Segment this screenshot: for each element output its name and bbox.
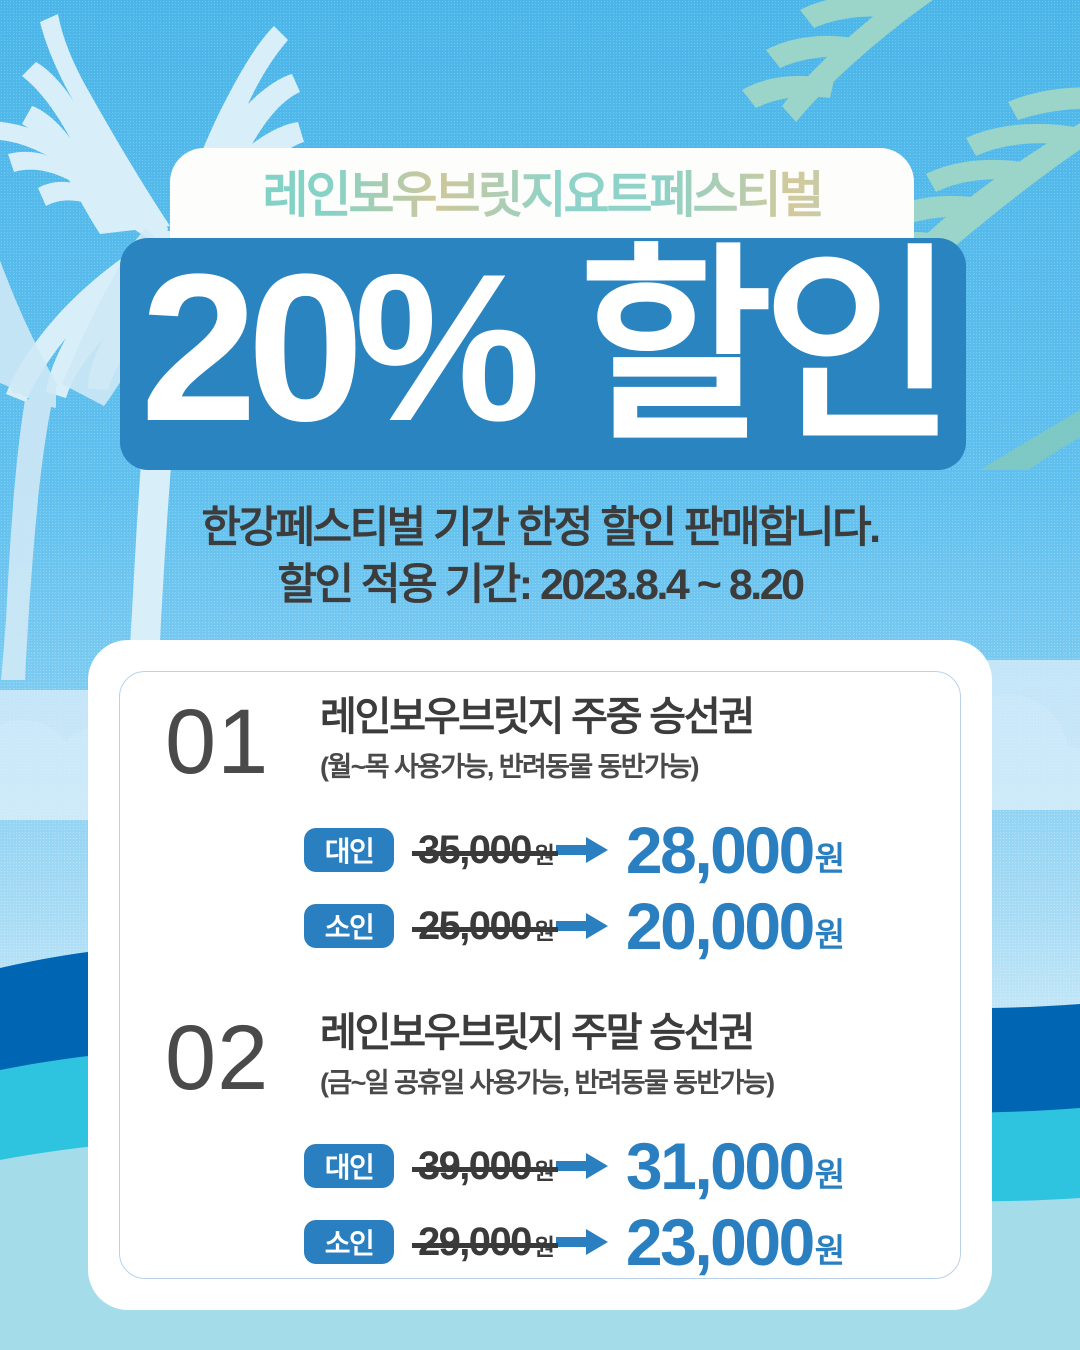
ticket-title: 레인보우브릿지 주중 승선권 — [320, 695, 755, 739]
discounted-price-group: 20,000 원 — [625, 888, 845, 963]
discounted-price-unit: 원 — [814, 840, 845, 878]
ticket-price-card: 01 레인보우브릿지 주중 승선권 (월~목 사용가능, 반려동물 동반가능) … — [88, 640, 992, 1310]
price-row: 소인 25,000 원 20,000 원 — [120, 888, 960, 964]
price-row: 소인 29,000 원 23,000 원 — [120, 1204, 960, 1280]
original-price-group: 25,000 원 — [412, 906, 558, 946]
subtitle-line-1: 한강페스티벌 기간 한정 할인 판매합니다. — [201, 504, 881, 552]
price-row: 대인 35,000 원 28,000 원 — [120, 812, 960, 888]
discounted-price-unit: 원 — [814, 1156, 845, 1194]
discounted-price-group: 28,000 원 — [625, 812, 845, 887]
original-price-group: 35,000 원 — [412, 830, 558, 870]
original-price-group: 39,000 원 — [412, 1146, 558, 1186]
ticket-number: 02 — [165, 1007, 270, 1109]
arrow-right-icon — [555, 1229, 608, 1255]
arrow-right-icon — [555, 913, 608, 939]
strikethrough-line — [412, 1242, 558, 1248]
strikethrough-line — [412, 926, 558, 932]
ticket-number: 01 — [165, 691, 270, 793]
discounted-price-group: 31,000 원 — [625, 1128, 845, 1203]
ticket-note: (금~일 공휴일 사용가능, 반려동물 동반가능) — [320, 1068, 775, 1099]
ticket-title: 레인보우브릿지 주말 승선권 — [320, 1011, 755, 1055]
festival-name: 레인보우브릿지요트페스티벌 — [170, 170, 914, 220]
price-list: 대인 35,000 원 28,000 원 — [120, 812, 960, 964]
original-price: 39,000 — [418, 1146, 532, 1186]
strikethrough-line — [412, 850, 558, 856]
strikethrough-line — [412, 1166, 558, 1172]
ticket-note: (월~목 사용가능, 반려동물 동반가능) — [320, 752, 700, 783]
discounted-price: 23,000 — [625, 1204, 815, 1279]
discounted-price-unit: 원 — [814, 916, 845, 954]
original-price: 25,000 — [418, 906, 532, 946]
subtitle-line-2: 할인 적용 기간: 2023.8.4 ~ 8.20 — [277, 560, 805, 609]
arrow-right-icon — [555, 837, 608, 863]
ticket-heading: 레인보우브릿지 주중 승선권 (월~목 사용가능, 반려동물 동반가능) — [320, 694, 960, 784]
discount-headline-block: 20% 할인 — [120, 232, 966, 470]
discounted-price-unit: 원 — [814, 1232, 845, 1270]
discounted-price: 28,000 — [625, 812, 815, 887]
arrow-right-icon — [555, 1153, 608, 1179]
ticket-heading: 레인보우브릿지 주말 승선권 (금~일 공휴일 사용가능, 반려동물 동반가능) — [320, 1010, 960, 1100]
card-inner-border: 01 레인보우브릿지 주중 승선권 (월~목 사용가능, 반려동물 동반가능) … — [119, 671, 961, 1279]
discounted-price: 31,000 — [625, 1128, 815, 1203]
original-price: 29,000 — [418, 1222, 532, 1262]
original-price-group: 29,000 원 — [412, 1222, 558, 1262]
discounted-price: 20,000 — [625, 888, 815, 963]
price-type-badge: 대인 — [304, 828, 394, 872]
promo-subtitle: 한강페스티벌 기간 한정 할인 판매합니다. 할인 적용 기간: 2023.8.… — [0, 500, 1080, 614]
price-row: 대인 39,000 원 31,000 원 — [120, 1128, 960, 1204]
original-price: 35,000 — [418, 830, 532, 870]
price-type-badge: 소인 — [304, 904, 394, 948]
discount-headline: 20% 할인 — [140, 230, 955, 465]
discounted-price-group: 23,000 원 — [625, 1204, 845, 1279]
price-list: 대인 39,000 원 31,000 원 — [120, 1128, 960, 1280]
price-type-badge: 소인 — [304, 1220, 394, 1264]
price-type-badge: 대인 — [304, 1144, 394, 1188]
